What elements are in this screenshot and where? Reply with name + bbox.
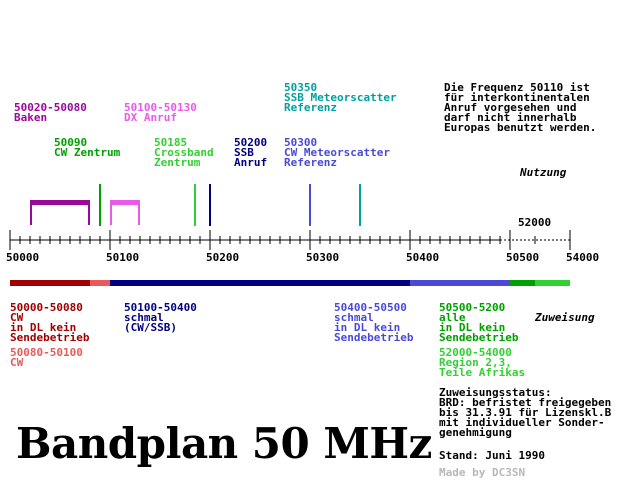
alloc-label-cw: 50080-50100 CW	[10, 346, 83, 369]
text-line: 50100-50400	[124, 301, 197, 314]
text-line: in DL kein	[439, 321, 506, 334]
usage-label-cw-meteorscatter: 50300 CW Meteorscatter Referenz	[284, 136, 390, 169]
text-line: bis 31.3.91 für Lizenskl.B	[439, 406, 612, 419]
text-line: Referenz	[284, 156, 337, 169]
axis-tick-label: 50500	[506, 251, 539, 264]
text-line: 50400-50500	[334, 301, 407, 314]
credit-text: Made by DC3SN	[439, 466, 526, 479]
allocation-bar	[510, 280, 535, 286]
text-line: in DL kein	[334, 321, 401, 334]
text-line: 52000-54000	[439, 346, 512, 359]
text-line: 50200	[234, 136, 268, 149]
allocation-bar	[110, 280, 410, 286]
text-line: 50185	[154, 136, 188, 149]
usage-label-cw-center: 50090 CW Zentrum	[54, 136, 121, 159]
stand-text: Stand: Juni 1990	[439, 449, 545, 462]
alloc-label-region23: 52000-54000 Region 2,3, Teile Afrikas	[439, 346, 526, 379]
text-line: CW Zentrum	[54, 146, 121, 159]
usage-range-edge	[88, 200, 90, 225]
axis-tick-label: 50400	[406, 251, 439, 264]
allocation-bar	[535, 280, 570, 286]
usage-range-edge	[138, 200, 140, 225]
axis-tick-label: 50000	[6, 251, 39, 264]
text-line: CW	[10, 356, 24, 369]
usage-label-dx-call: 50100-50130 DX Anruf	[124, 101, 197, 124]
text-line: Referenz	[284, 101, 337, 114]
page-title: Bandplan 50 MHz	[16, 419, 432, 468]
usage-line-mark	[99, 184, 101, 226]
text-line: CW	[10, 311, 24, 324]
alloc-label-narrow: 50100-50400 schmal (CW/SSB)	[124, 301, 197, 334]
text-line: 50350	[284, 81, 318, 94]
text-line: mit individueller Sonder-	[439, 416, 605, 429]
axis-tick-label: 50100	[106, 251, 139, 264]
alloc-label-all: 50500-5200 alle in DL kein Sendebetrieb	[439, 301, 519, 344]
text-line: 50300	[284, 136, 318, 149]
zuweisung-section-label: Zuweisung	[535, 311, 595, 324]
text-line: Anruf vorgesehen und	[444, 101, 577, 114]
text-line: für interkontinentalen	[444, 91, 590, 104]
text-line: (CW/SSB)	[124, 321, 177, 334]
text-line: 50000-50080	[10, 301, 83, 314]
alloc-label-cw-low: 50000-50080 CW in DL kein Sendebetrieb	[10, 301, 90, 344]
text-line: SSB Meteorscatter	[284, 91, 397, 104]
text-line: Sendebetrieb	[10, 331, 90, 344]
text-line: Anruf	[234, 156, 268, 169]
axis-tick-label: 50200	[206, 251, 239, 264]
usage-line-mark	[209, 184, 211, 226]
usage-range-edge	[110, 200, 112, 225]
text-line: Zentrum	[154, 156, 201, 169]
text-line: 50090	[54, 136, 88, 149]
usage-range-mark	[30, 200, 90, 205]
text-line: BRD: befristet freigegeben	[439, 396, 612, 409]
allocation-bar	[90, 280, 110, 286]
usage-label-crossband: 50185 Crossband Zentrum	[154, 136, 214, 169]
upper-scale-label: 52000	[518, 216, 552, 229]
usage-label-ssb-call: 50200 SSB Anruf	[234, 136, 268, 169]
axis-tick-label: 54000	[566, 251, 599, 264]
text-line: 50500-5200	[439, 301, 506, 314]
text-line: genehmigung	[439, 426, 512, 439]
axis-tick-label: 50300	[306, 251, 339, 264]
text-line: darf nicht innerhalb	[444, 111, 577, 124]
text-line: SSB	[234, 146, 254, 159]
note-text: Die Frequenz 50110 ist für interkontinent…	[444, 81, 597, 134]
text-line: CW Meteorscatter	[284, 146, 390, 159]
text-line: Region 2,3,	[439, 356, 512, 369]
text-line: schmal	[334, 311, 374, 324]
text-line: Zuweisungsstatus:	[439, 386, 552, 399]
text-line: Teile Afrikas	[439, 366, 526, 379]
text-line: schmal	[124, 311, 164, 324]
usage-range-edge	[30, 200, 32, 225]
text-line: Sendebetrieb	[439, 331, 519, 344]
text-line: 50020-50080	[14, 101, 87, 114]
text-line: Europas benutzt werden.	[444, 121, 597, 134]
usage-line-mark	[309, 184, 311, 226]
text-line: Sendebetrieb	[334, 331, 414, 344]
text-line: DX Anruf	[124, 111, 177, 124]
usage-label-ssb-meteorscatter: 50350 SSB Meteorscatter Referenz	[284, 81, 397, 114]
text-line: 50100-50130	[124, 101, 197, 114]
usage-label-beacons: 50020-50080 Baken	[14, 101, 87, 124]
text-line: alle	[439, 311, 466, 324]
usage-line-mark	[194, 184, 196, 226]
text-line: Die Frequenz 50110 ist	[444, 81, 590, 94]
text-line: in DL kein	[10, 321, 77, 334]
text-line: Baken	[14, 111, 48, 124]
status-text: Zuweisungsstatus: BRD: befristet freigege…	[439, 386, 612, 439]
allocation-bar	[10, 280, 90, 286]
usage-range-mark	[110, 200, 140, 205]
usage-line-mark	[359, 184, 361, 226]
nutzung-section-label: Nutzung	[520, 166, 567, 179]
text-line: Crossband	[154, 146, 214, 159]
alloc-label-narrow-no-dl: 50400-50500 schmal in DL kein Sendebetrieb	[334, 301, 414, 344]
text-line: 50080-50100	[10, 346, 83, 359]
allocation-bar	[410, 280, 510, 286]
